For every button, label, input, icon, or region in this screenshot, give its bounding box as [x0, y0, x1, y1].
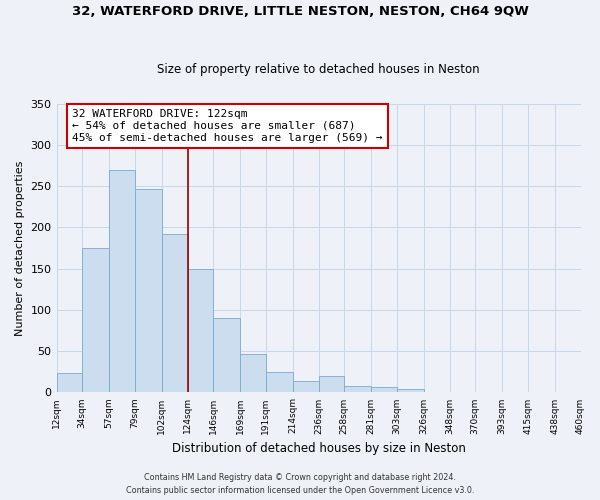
Bar	[371, 388, 397, 392]
Bar	[56, 374, 82, 392]
X-axis label: Distribution of detached houses by size in Neston: Distribution of detached houses by size …	[172, 442, 466, 455]
Bar	[319, 376, 344, 392]
Bar	[266, 372, 293, 392]
Bar	[293, 381, 319, 392]
Text: 32 WATERFORD DRIVE: 122sqm
← 54% of detached houses are smaller (687)
45% of sem: 32 WATERFORD DRIVE: 122sqm ← 54% of deta…	[72, 110, 383, 142]
Bar	[344, 386, 371, 392]
Bar	[82, 248, 109, 392]
Bar	[240, 354, 266, 393]
Bar	[109, 170, 135, 392]
Text: Contains HM Land Registry data © Crown copyright and database right 2024.
Contai: Contains HM Land Registry data © Crown c…	[126, 474, 474, 495]
Bar	[188, 268, 213, 392]
Title: Size of property relative to detached houses in Neston: Size of property relative to detached ho…	[157, 63, 480, 76]
Bar	[397, 389, 424, 392]
Bar	[213, 318, 240, 392]
Text: 32, WATERFORD DRIVE, LITTLE NESTON, NESTON, CH64 9QW: 32, WATERFORD DRIVE, LITTLE NESTON, NEST…	[71, 5, 529, 18]
Bar	[135, 190, 162, 392]
Bar	[162, 234, 188, 392]
Y-axis label: Number of detached properties: Number of detached properties	[15, 160, 25, 336]
